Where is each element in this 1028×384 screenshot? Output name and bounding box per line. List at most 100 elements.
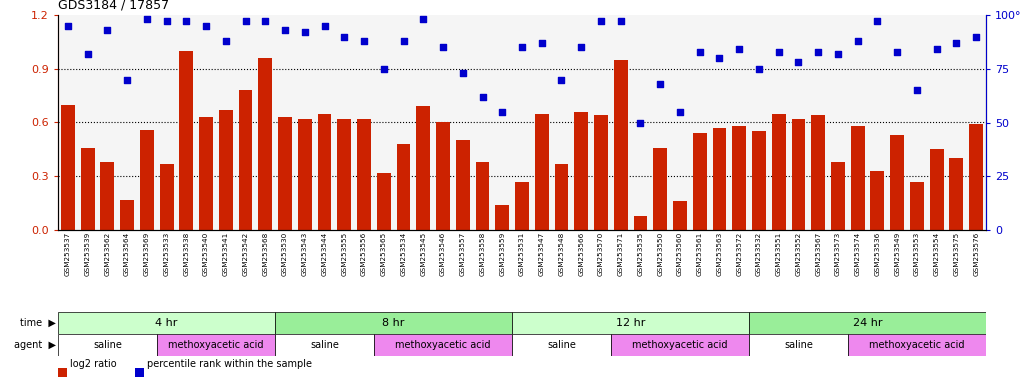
Point [119, 76, 136, 83]
Text: GSM253558: GSM253558 [479, 232, 485, 276]
Bar [693, 133, 706, 230]
Text: GSM253543: GSM253543 [302, 232, 307, 276]
Bar [732, 126, 746, 230]
Text: methoxyacetic acid: methoxyacetic acid [169, 340, 264, 350]
Text: GSM253530: GSM253530 [282, 232, 288, 276]
Text: GSM253542: GSM253542 [243, 232, 249, 276]
Text: GSM253544: GSM253544 [322, 232, 328, 276]
Bar [416, 106, 430, 230]
Bar [258, 58, 272, 230]
Point [454, 70, 471, 76]
Point [218, 38, 234, 44]
Bar [572, 230, 591, 312]
Point [849, 38, 866, 44]
Text: 12 hr: 12 hr [616, 318, 646, 328]
Text: agent  ▶: agent ▶ [14, 340, 56, 350]
Bar [58, 334, 156, 356]
Point [178, 18, 194, 25]
Bar [633, 216, 648, 230]
Bar [969, 124, 983, 230]
Bar [512, 312, 749, 334]
Bar [276, 230, 295, 312]
Bar [337, 119, 352, 230]
Bar [196, 230, 216, 312]
Bar [98, 230, 117, 312]
Bar [135, 368, 144, 377]
Bar [749, 230, 769, 312]
Point [671, 109, 688, 115]
Point [197, 23, 214, 29]
Text: saline: saline [784, 340, 813, 350]
Text: GSM253571: GSM253571 [618, 232, 624, 276]
Point [810, 48, 827, 55]
Bar [374, 230, 394, 312]
Point [415, 16, 432, 22]
Point [514, 44, 530, 50]
Bar [81, 147, 95, 230]
Text: GSM253554: GSM253554 [933, 232, 940, 276]
Point [928, 46, 945, 53]
Bar [512, 334, 611, 356]
Bar [630, 230, 651, 312]
Bar [950, 158, 963, 230]
Bar [492, 230, 512, 312]
Text: GSM253539: GSM253539 [84, 232, 90, 276]
Bar [180, 51, 193, 230]
Text: percentile rank within the sample: percentile rank within the sample [147, 359, 313, 369]
Bar [871, 171, 884, 230]
Text: GSM253535: GSM253535 [637, 232, 644, 276]
Text: GSM253568: GSM253568 [262, 232, 268, 276]
Point [356, 38, 372, 44]
Text: GSM253550: GSM253550 [657, 232, 663, 276]
Text: 24 hr: 24 hr [853, 318, 882, 328]
Bar [276, 334, 374, 356]
Bar [235, 230, 255, 312]
Bar [729, 230, 749, 312]
Point [613, 18, 629, 25]
Point [396, 38, 412, 44]
Point [79, 51, 96, 57]
Bar [848, 334, 986, 356]
Bar [298, 119, 311, 230]
Point [593, 18, 610, 25]
Text: GSM253536: GSM253536 [875, 232, 880, 276]
Text: saline: saline [547, 340, 576, 350]
Text: 8 hr: 8 hr [382, 318, 405, 328]
Bar [749, 312, 986, 334]
Bar [394, 230, 413, 312]
Bar [117, 230, 137, 312]
Bar [58, 368, 67, 377]
Bar [611, 334, 749, 356]
Point [317, 23, 333, 29]
Bar [848, 230, 868, 312]
Point [494, 109, 511, 115]
Bar [910, 182, 924, 230]
Text: GSM253532: GSM253532 [756, 232, 762, 276]
Bar [61, 104, 75, 230]
Bar [101, 162, 114, 230]
Point [573, 44, 589, 50]
Bar [140, 130, 154, 230]
Bar [851, 126, 865, 230]
Bar [238, 90, 253, 230]
Point [711, 55, 728, 61]
Bar [377, 173, 391, 230]
Bar [966, 230, 986, 312]
Bar [58, 312, 276, 334]
Bar [177, 230, 196, 312]
Text: methoxyacetic acid: methoxyacetic acid [396, 340, 490, 350]
Text: GSM253574: GSM253574 [854, 232, 860, 276]
Bar [512, 230, 531, 312]
Text: GSM253570: GSM253570 [598, 232, 604, 276]
Point [336, 33, 353, 40]
Text: GSM253533: GSM253533 [163, 232, 170, 276]
Text: GSM253551: GSM253551 [776, 232, 781, 276]
Bar [455, 141, 470, 230]
Bar [279, 117, 292, 230]
Text: GSM253549: GSM253549 [894, 232, 901, 276]
Bar [811, 115, 825, 230]
Bar [199, 117, 213, 230]
Bar [436, 122, 450, 230]
Bar [769, 230, 788, 312]
Text: methoxyacetic acid: methoxyacetic acid [869, 340, 964, 350]
